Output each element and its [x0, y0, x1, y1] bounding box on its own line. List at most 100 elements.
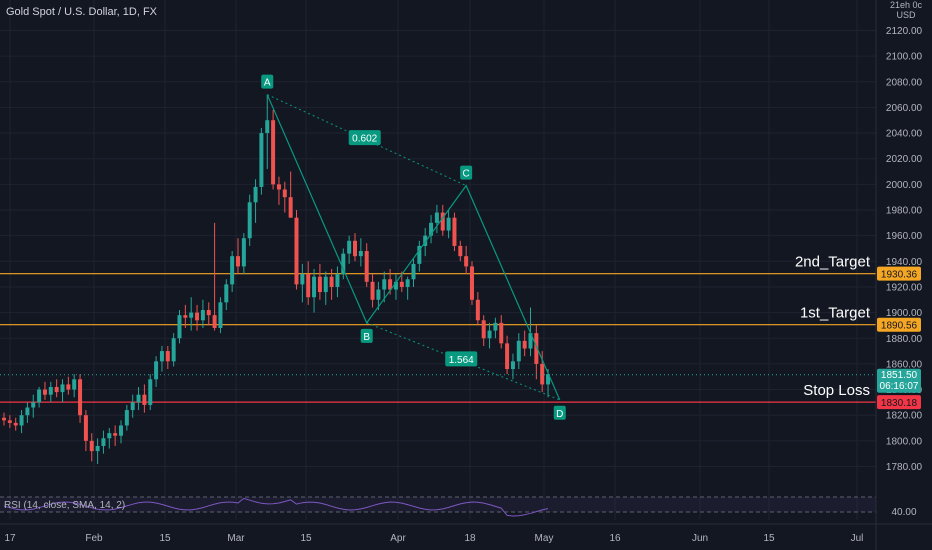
price-tag-stop_loss — [877, 395, 921, 410]
candle-body — [206, 310, 211, 316]
candle-body — [25, 407, 30, 416]
x-tick-label: Jun — [692, 533, 708, 544]
candle-body — [241, 238, 246, 267]
candle-body — [72, 379, 77, 390]
candle-body — [440, 212, 445, 231]
candle-body — [470, 266, 474, 300]
hline-label-2nd_Target: 2nd_Target — [795, 254, 871, 271]
candle-body — [230, 256, 235, 285]
x-tick-label: 15 — [159, 533, 171, 544]
currency-label: 21eh 0c USD — [880, 0, 932, 20]
candle-body — [452, 217, 457, 246]
candle-body — [89, 440, 94, 452]
y-tick-label: 1960.00 — [886, 231, 923, 242]
y-tick-label: 2080.00 — [886, 77, 923, 88]
pattern-ratio-label: 1.564 — [449, 355, 474, 366]
y-tick-label: 1900.00 — [886, 308, 923, 319]
candle-body — [271, 120, 276, 185]
pattern-ac-line — [267, 94, 467, 187]
x-tick-label: 18 — [464, 533, 476, 544]
y-tick-label: 2020.00 — [886, 154, 923, 165]
y-tick-label: 1920.00 — [886, 282, 923, 293]
candle-body — [300, 274, 305, 285]
candle-body — [236, 256, 240, 267]
rsi-line — [3, 497, 549, 517]
y-tick-label: 1980.00 — [886, 206, 923, 217]
candle-body — [165, 351, 170, 362]
candle-body — [224, 284, 229, 303]
candlestick-series — [2, 94, 551, 464]
time-axis[interactable]: 17 Feb 15 Mar 15 Apr 18 May 16 Jun 15 Jul — [0, 523, 932, 544]
abcd-pattern: A B C D 0.602 1.564 — [261, 74, 566, 420]
y-tick-label: 2120.00 — [886, 26, 923, 37]
x-tick-label: 15 — [763, 533, 775, 544]
candle-body — [142, 394, 147, 405]
candle-body — [95, 445, 100, 452]
candle-body — [306, 274, 311, 298]
candle-body — [159, 351, 164, 362]
candle-body — [13, 422, 18, 426]
candle-body — [505, 343, 510, 370]
candle-body — [2, 417, 6, 421]
candle-body — [212, 315, 217, 328]
candle-body — [429, 222, 434, 236]
pattern-ratio-label: 0.602 — [352, 134, 377, 145]
candle-body — [434, 212, 439, 223]
candle-body — [487, 330, 492, 339]
rsi-indicator-label: RSI (14, close, SMA, 14, 2) — [4, 500, 126, 511]
candle-body — [183, 315, 188, 318]
candle-body — [464, 256, 469, 267]
candle-body — [341, 253, 346, 275]
candle-body — [107, 433, 112, 439]
price-tag-text-stop_loss: 1830.18 — [881, 398, 918, 409]
y-tick-label: 2000.00 — [886, 180, 923, 191]
candle-body — [42, 389, 47, 395]
y-tick-label: 2100.00 — [886, 52, 923, 63]
candle-body — [347, 240, 352, 254]
symbol-title: Gold Spot / U.S. Dollar, 1D, FX — [6, 6, 158, 18]
pattern-point-C — [460, 165, 473, 180]
candle-body — [458, 245, 463, 257]
x-tick-label: 16 — [609, 533, 621, 544]
y-tick-label: 1820.00 — [886, 411, 923, 422]
y-tick-label: 2060.00 — [886, 103, 923, 114]
candle-body — [218, 302, 223, 328]
candle-body — [259, 133, 264, 187]
candle-body — [358, 251, 363, 257]
candle-body — [317, 276, 322, 293]
price-tag-2nd_Target — [877, 266, 921, 281]
candle-body — [393, 281, 398, 290]
candle-body — [124, 410, 129, 426]
rsi-pane: 40.00 — [0, 496, 917, 518]
candle-body — [31, 402, 36, 408]
candle-body — [7, 420, 12, 423]
candle-body — [265, 120, 270, 134]
candle-body — [130, 402, 135, 411]
y-tick-label: 1800.00 — [886, 436, 923, 447]
y-tick-label: 1940.00 — [886, 257, 923, 268]
candle-body — [253, 186, 258, 203]
y-tick-label: 1780.00 — [886, 462, 923, 473]
candle-body — [411, 263, 416, 280]
y-tick-label: 2040.00 — [886, 129, 923, 140]
candle-body — [119, 425, 123, 436]
candle-body — [66, 384, 71, 390]
candle-body — [247, 202, 252, 239]
price-tag-text-2nd_Target: 1930.36 — [881, 270, 918, 281]
pattern-point-A — [261, 74, 274, 89]
candle-body — [282, 189, 287, 198]
candle-body — [399, 281, 404, 287]
candle-body — [113, 433, 118, 436]
rsi-band-fill — [0, 497, 876, 512]
candle-body — [329, 276, 334, 287]
candle-body — [405, 279, 410, 287]
candle-body — [546, 374, 551, 385]
candle-body — [481, 320, 486, 339]
candle-body — [499, 322, 504, 344]
candle-body — [528, 333, 533, 349]
candle-body — [294, 217, 299, 285]
countdown-text: 06:16:07 — [880, 381, 919, 392]
pattern-point-label-A: A — [264, 78, 271, 89]
